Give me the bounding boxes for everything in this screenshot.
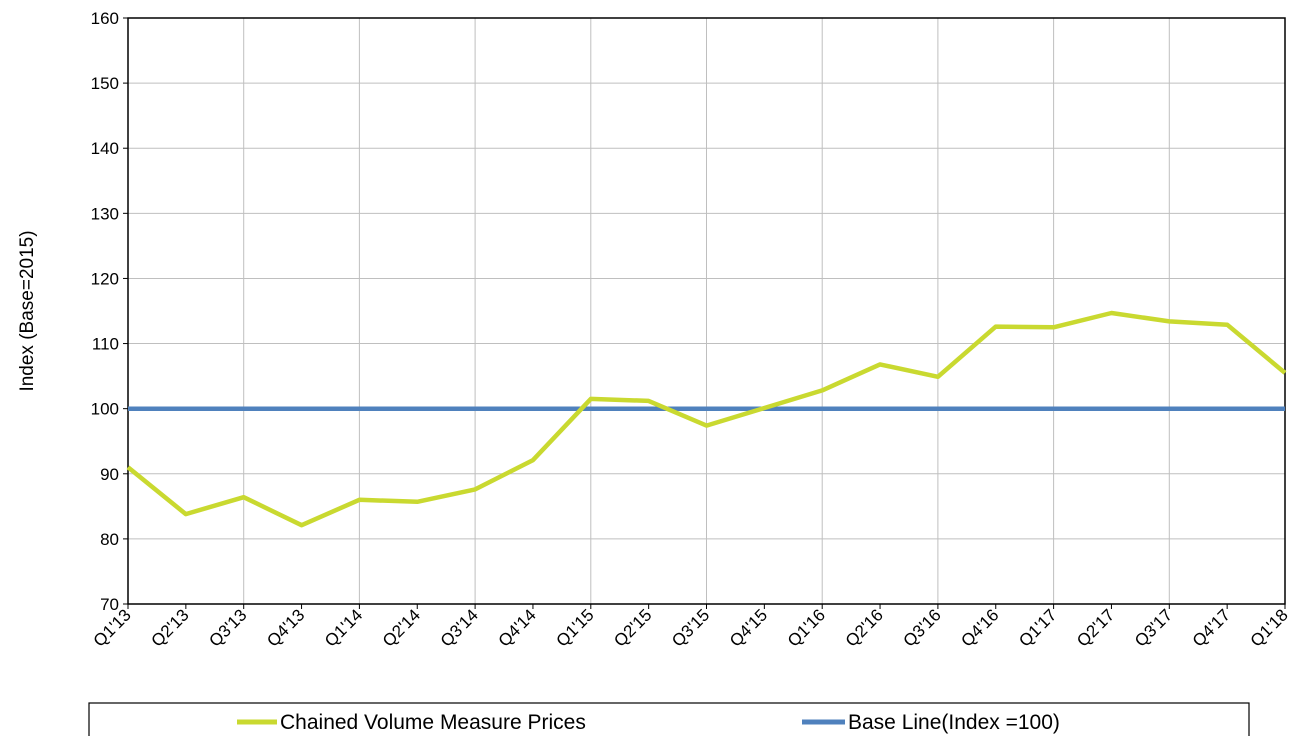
y-tick-label: 120 [91, 269, 119, 288]
x-tick-label: Q4'17 [1189, 605, 1234, 650]
y-tick-label: 80 [100, 530, 119, 549]
x-tick-label: Q4'16 [957, 605, 1002, 650]
legend: Chained Volume Measure Prices Base Line(… [88, 702, 1250, 736]
x-tick-label: Q2'15 [610, 605, 655, 650]
x-tick-label: Q3'14 [437, 605, 482, 650]
y-tick-label: 140 [91, 139, 119, 158]
x-tick-label: Q2'16 [842, 605, 887, 650]
x-tick-label: Q4'13 [263, 605, 308, 650]
y-tick-label: 100 [91, 400, 119, 419]
y-tick-label: 160 [91, 9, 119, 28]
y-tick-label: 70 [100, 595, 119, 614]
x-tick-label: Q3'16 [900, 605, 945, 650]
y-axis-title: Index (Base=2015) [17, 230, 38, 391]
x-tick-label: Q3'17 [1131, 605, 1176, 650]
x-tick-label: Q3'15 [668, 605, 713, 650]
x-tick-label: Q4'14 [495, 605, 540, 650]
y-tick-label: 90 [100, 465, 119, 484]
x-tick-label: Q2'13 [148, 605, 193, 650]
legend-box [88, 702, 1250, 736]
x-tick-label: Q2'17 [1073, 605, 1118, 650]
series-line-chained-volume-measure-prices [126, 310, 1287, 528]
legend-label-base-line: Base Line(Index =100) [848, 711, 1060, 734]
x-tick-label: Q1'15 [552, 605, 597, 650]
x-tick-label: Q1'18 [1247, 605, 1292, 650]
x-tick-label: Q4'15 [726, 605, 771, 650]
x-tick-label: Q1'17 [1015, 605, 1060, 650]
x-tick-label: Q1'14 [321, 605, 366, 650]
plot-area-border [127, 17, 1286, 605]
x-axis-tick-labels: Q1'13 Q2'13 Q3'13 Q4'13 Q1'14 Q2'14 Q3'14 Q4'14… [90, 604, 1292, 651]
x-tick-label: Q2'14 [379, 605, 424, 650]
x-tick-label: Q3'13 [205, 605, 250, 650]
y-tick-label: 110 [92, 335, 119, 354]
y-axis-tick-labels: 70 80 90 100 110 120 130 140 150 160 [91, 9, 128, 614]
y-tick-label: 150 [91, 74, 119, 93]
series-lines [126, 310, 1287, 528]
x-tick-label: Q1'16 [784, 605, 829, 650]
y-tick-label: 130 [91, 204, 119, 223]
legend-label-chained-volume: Chained Volume Measure Prices [280, 711, 586, 734]
